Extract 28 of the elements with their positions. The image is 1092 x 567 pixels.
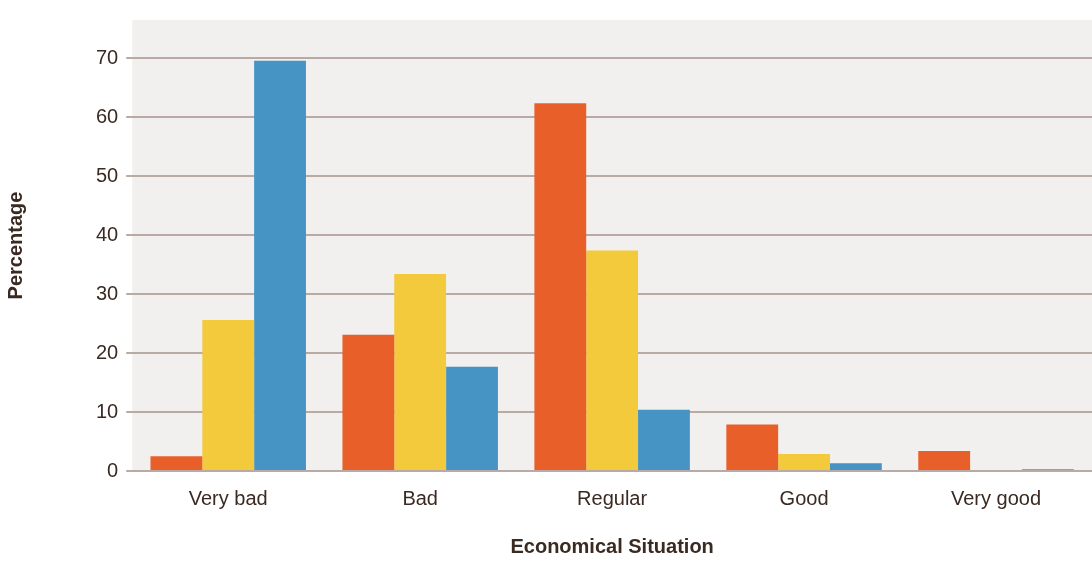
x-axis-title: Economical Situation	[510, 534, 714, 557]
y-tick-label: 60	[96, 104, 119, 127]
bar	[726, 424, 779, 470]
bar	[586, 250, 639, 470]
bar	[638, 409, 690, 470]
x-tick-label: Very bad	[188, 486, 268, 509]
x-tick-label: Good	[779, 486, 829, 509]
y-tick-label: 0	[107, 458, 119, 481]
bar	[202, 320, 255, 470]
y-tick-label: 40	[96, 222, 119, 245]
bar	[446, 366, 498, 470]
x-tick-label: Very good	[950, 486, 1042, 509]
y-tick-label: 70	[96, 45, 119, 68]
y-tick-label: 10	[96, 399, 119, 422]
bar	[778, 453, 830, 470]
y-tick-label: 50	[96, 163, 119, 186]
y-axis-title: Percentage	[3, 191, 26, 300]
bar	[534, 103, 587, 470]
bar	[918, 450, 971, 470]
bar	[829, 463, 882, 470]
bar	[394, 274, 447, 470]
y-tick-label: 30	[96, 281, 119, 304]
bar	[150, 456, 203, 470]
x-tick-label: Bad	[402, 486, 438, 509]
bar	[254, 60, 306, 470]
x-tick-label: Regular	[577, 486, 648, 509]
bar	[342, 334, 395, 470]
y-tick-label: 20	[96, 340, 119, 363]
